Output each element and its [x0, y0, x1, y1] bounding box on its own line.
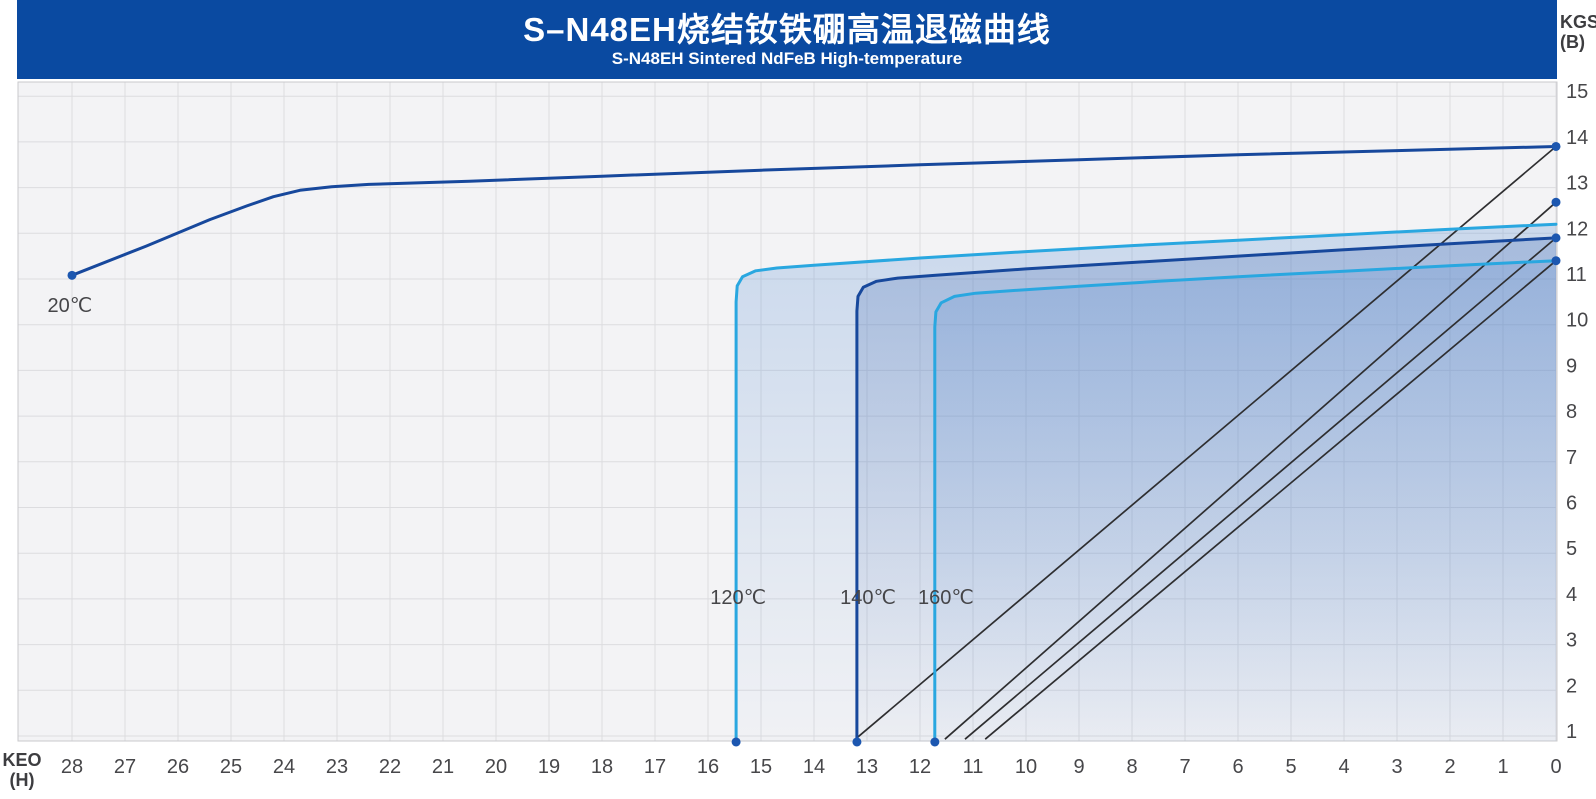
y-tick-label: 2	[1566, 675, 1577, 697]
y-tick-label: 6	[1566, 493, 1577, 515]
x-tick-label: 10	[1015, 756, 1037, 778]
normal-line-160C	[984, 260, 1557, 740]
y-tick-label: 13	[1566, 173, 1588, 195]
x-tick-label: 28	[61, 756, 83, 778]
curve-endpoint-dot	[852, 737, 862, 747]
curve-120C	[734, 222, 1558, 744]
curve-endpoint-dot	[67, 270, 77, 280]
curve-140C	[855, 236, 1558, 744]
curve-endpoint-dot	[930, 737, 940, 747]
temperature-label: 120℃	[710, 587, 766, 609]
y-tick-label: 11	[1566, 264, 1587, 286]
y-axis-unit-line2: (B)	[1560, 32, 1585, 52]
x-tick-label: 12	[909, 756, 931, 778]
curve-20C	[70, 145, 1558, 277]
x-tick-label: 25	[220, 756, 242, 778]
normal-line-120C	[944, 201, 1557, 740]
x-axis-unit-label: KEO (H)	[0, 750, 44, 790]
x-tick-label: 23	[326, 756, 348, 778]
x-tick-label: 15	[750, 756, 772, 778]
y-tick-label: 8	[1566, 401, 1577, 423]
curve-endpoint-dot	[1551, 233, 1561, 243]
curve-endpoint-dot	[1551, 197, 1561, 207]
x-axis-unit-line2: (H)	[9, 770, 35, 790]
temperature-label: 140℃	[840, 587, 896, 609]
y-axis-unit-label: KGS (B)	[1560, 12, 1596, 52]
y-tick-label: 14	[1566, 127, 1588, 149]
title-banner: S–N48EH烧结钕铁硼高温退磁曲线 S-N48EH Sintered NdFe…	[17, 0, 1557, 79]
y-tick-label: 3	[1566, 630, 1577, 652]
y-tick-label: 1	[1566, 721, 1577, 743]
y-axis-unit-line1: KGS	[1560, 12, 1596, 32]
x-tick-label: 0	[1550, 756, 1561, 778]
x-tick-label: 13	[856, 756, 878, 778]
x-tick-label: 17	[644, 756, 666, 778]
x-tick-label: 7	[1179, 756, 1190, 778]
x-tick-label: 3	[1391, 756, 1402, 778]
curve-endpoint-dot	[1551, 256, 1561, 266]
x-tick-label: 6	[1232, 756, 1243, 778]
temperature-label: 160℃	[918, 587, 974, 609]
x-tick-label: 16	[697, 756, 719, 778]
curve-endpoint-dot	[1551, 141, 1561, 151]
x-tick-label: 8	[1126, 756, 1137, 778]
temperature-label: 20℃	[48, 295, 93, 317]
x-tick-label: 26	[167, 756, 189, 778]
page-subtitle: S-N48EH Sintered NdFeB High-temperature	[611, 49, 963, 69]
x-tick-label: 19	[538, 756, 560, 778]
normal-line-140C	[964, 237, 1557, 740]
x-tick-label: 2	[1444, 756, 1455, 778]
x-tick-label: 14	[803, 756, 825, 778]
y-tick-label: 15	[1566, 81, 1588, 103]
y-tick-label: 4	[1566, 584, 1577, 606]
x-tick-label: 1	[1497, 756, 1508, 778]
y-tick-label: 9	[1566, 355, 1577, 377]
x-tick-label: 11	[963, 756, 984, 778]
page-title: S–N48EH烧结钕铁硼高温退磁曲线	[523, 10, 1051, 48]
x-axis-unit-line1: KEO	[2, 750, 42, 770]
x-tick-label: 21	[432, 756, 454, 778]
x-tick-label: 9	[1073, 756, 1084, 778]
x-tick-label: 18	[591, 756, 613, 778]
y-tick-label: 12	[1566, 218, 1588, 240]
tick-labels: 28 27 26 25 24 23 22 21 20 19 18 17 16 15 14 13 12 11 10 9 8…	[61, 81, 1588, 778]
curve-160C	[933, 259, 1558, 744]
x-tick-label: 4	[1338, 756, 1349, 778]
y-tick-label: 5	[1566, 538, 1577, 560]
x-tick-label: 20	[485, 756, 507, 778]
x-tick-label: 22	[379, 756, 401, 778]
x-tick-label: 27	[114, 756, 136, 778]
y-tick-label: 7	[1566, 447, 1577, 469]
x-tick-label: 5	[1285, 756, 1296, 778]
x-tick-label: 24	[273, 756, 295, 778]
y-tick-label: 10	[1566, 310, 1588, 332]
curve-endpoint-dot	[731, 737, 741, 747]
